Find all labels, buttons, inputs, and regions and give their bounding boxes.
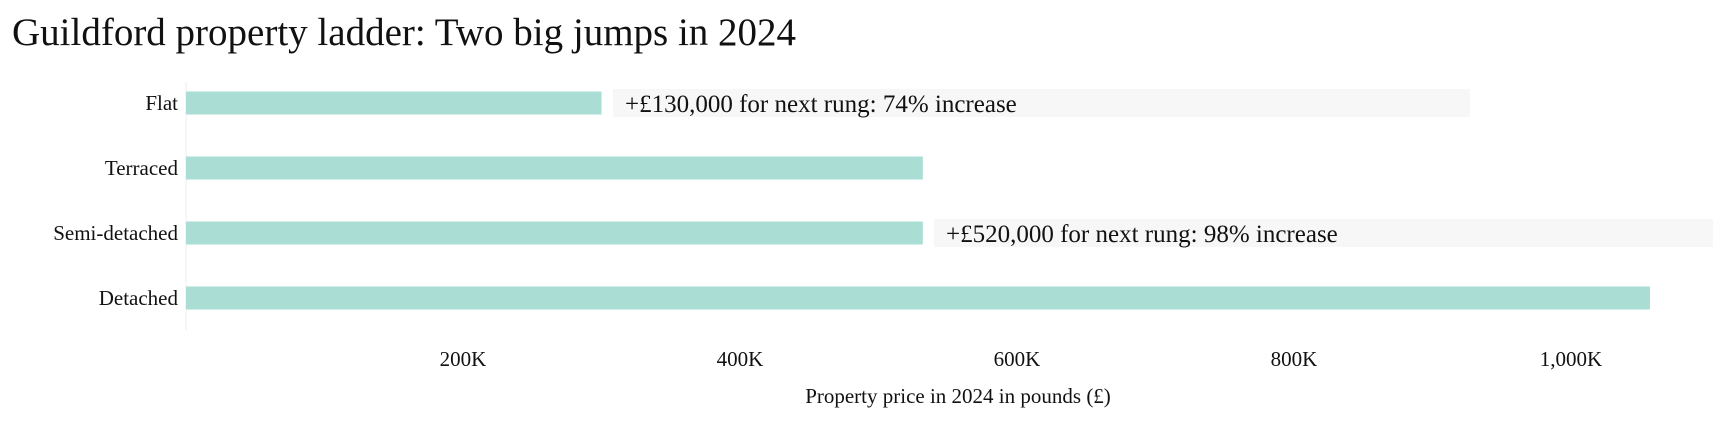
- bar-flat: [186, 91, 602, 115]
- category-label: Detached: [99, 286, 179, 310]
- category-label: Flat: [145, 91, 178, 115]
- x-tick-label: 400K: [717, 347, 764, 371]
- x-tick-label: 600K: [994, 347, 1041, 371]
- category-label: Semi-detached: [53, 221, 178, 245]
- annotation-background: [934, 219, 1713, 247]
- x-tick-label: 800K: [1271, 347, 1318, 371]
- bar-detached: [186, 286, 1650, 310]
- x-tick-label: 200K: [440, 347, 487, 371]
- annotation-text: +£520,000 for next rung: 98% increase: [946, 221, 1338, 248]
- annotation-background: [613, 89, 1470, 117]
- category-label: Terraced: [105, 156, 179, 180]
- annotation-text: +£130,000 for next rung: 74% increase: [625, 91, 1017, 118]
- bar-semi-detached: [186, 221, 923, 245]
- bar-terraced: [186, 156, 923, 180]
- x-tick-label: 1,000K: [1540, 347, 1602, 371]
- chart-title: Guildford property ladder: Two big jumps…: [12, 11, 797, 54]
- x-axis-title: Property price in 2024 in pounds (£): [805, 384, 1111, 408]
